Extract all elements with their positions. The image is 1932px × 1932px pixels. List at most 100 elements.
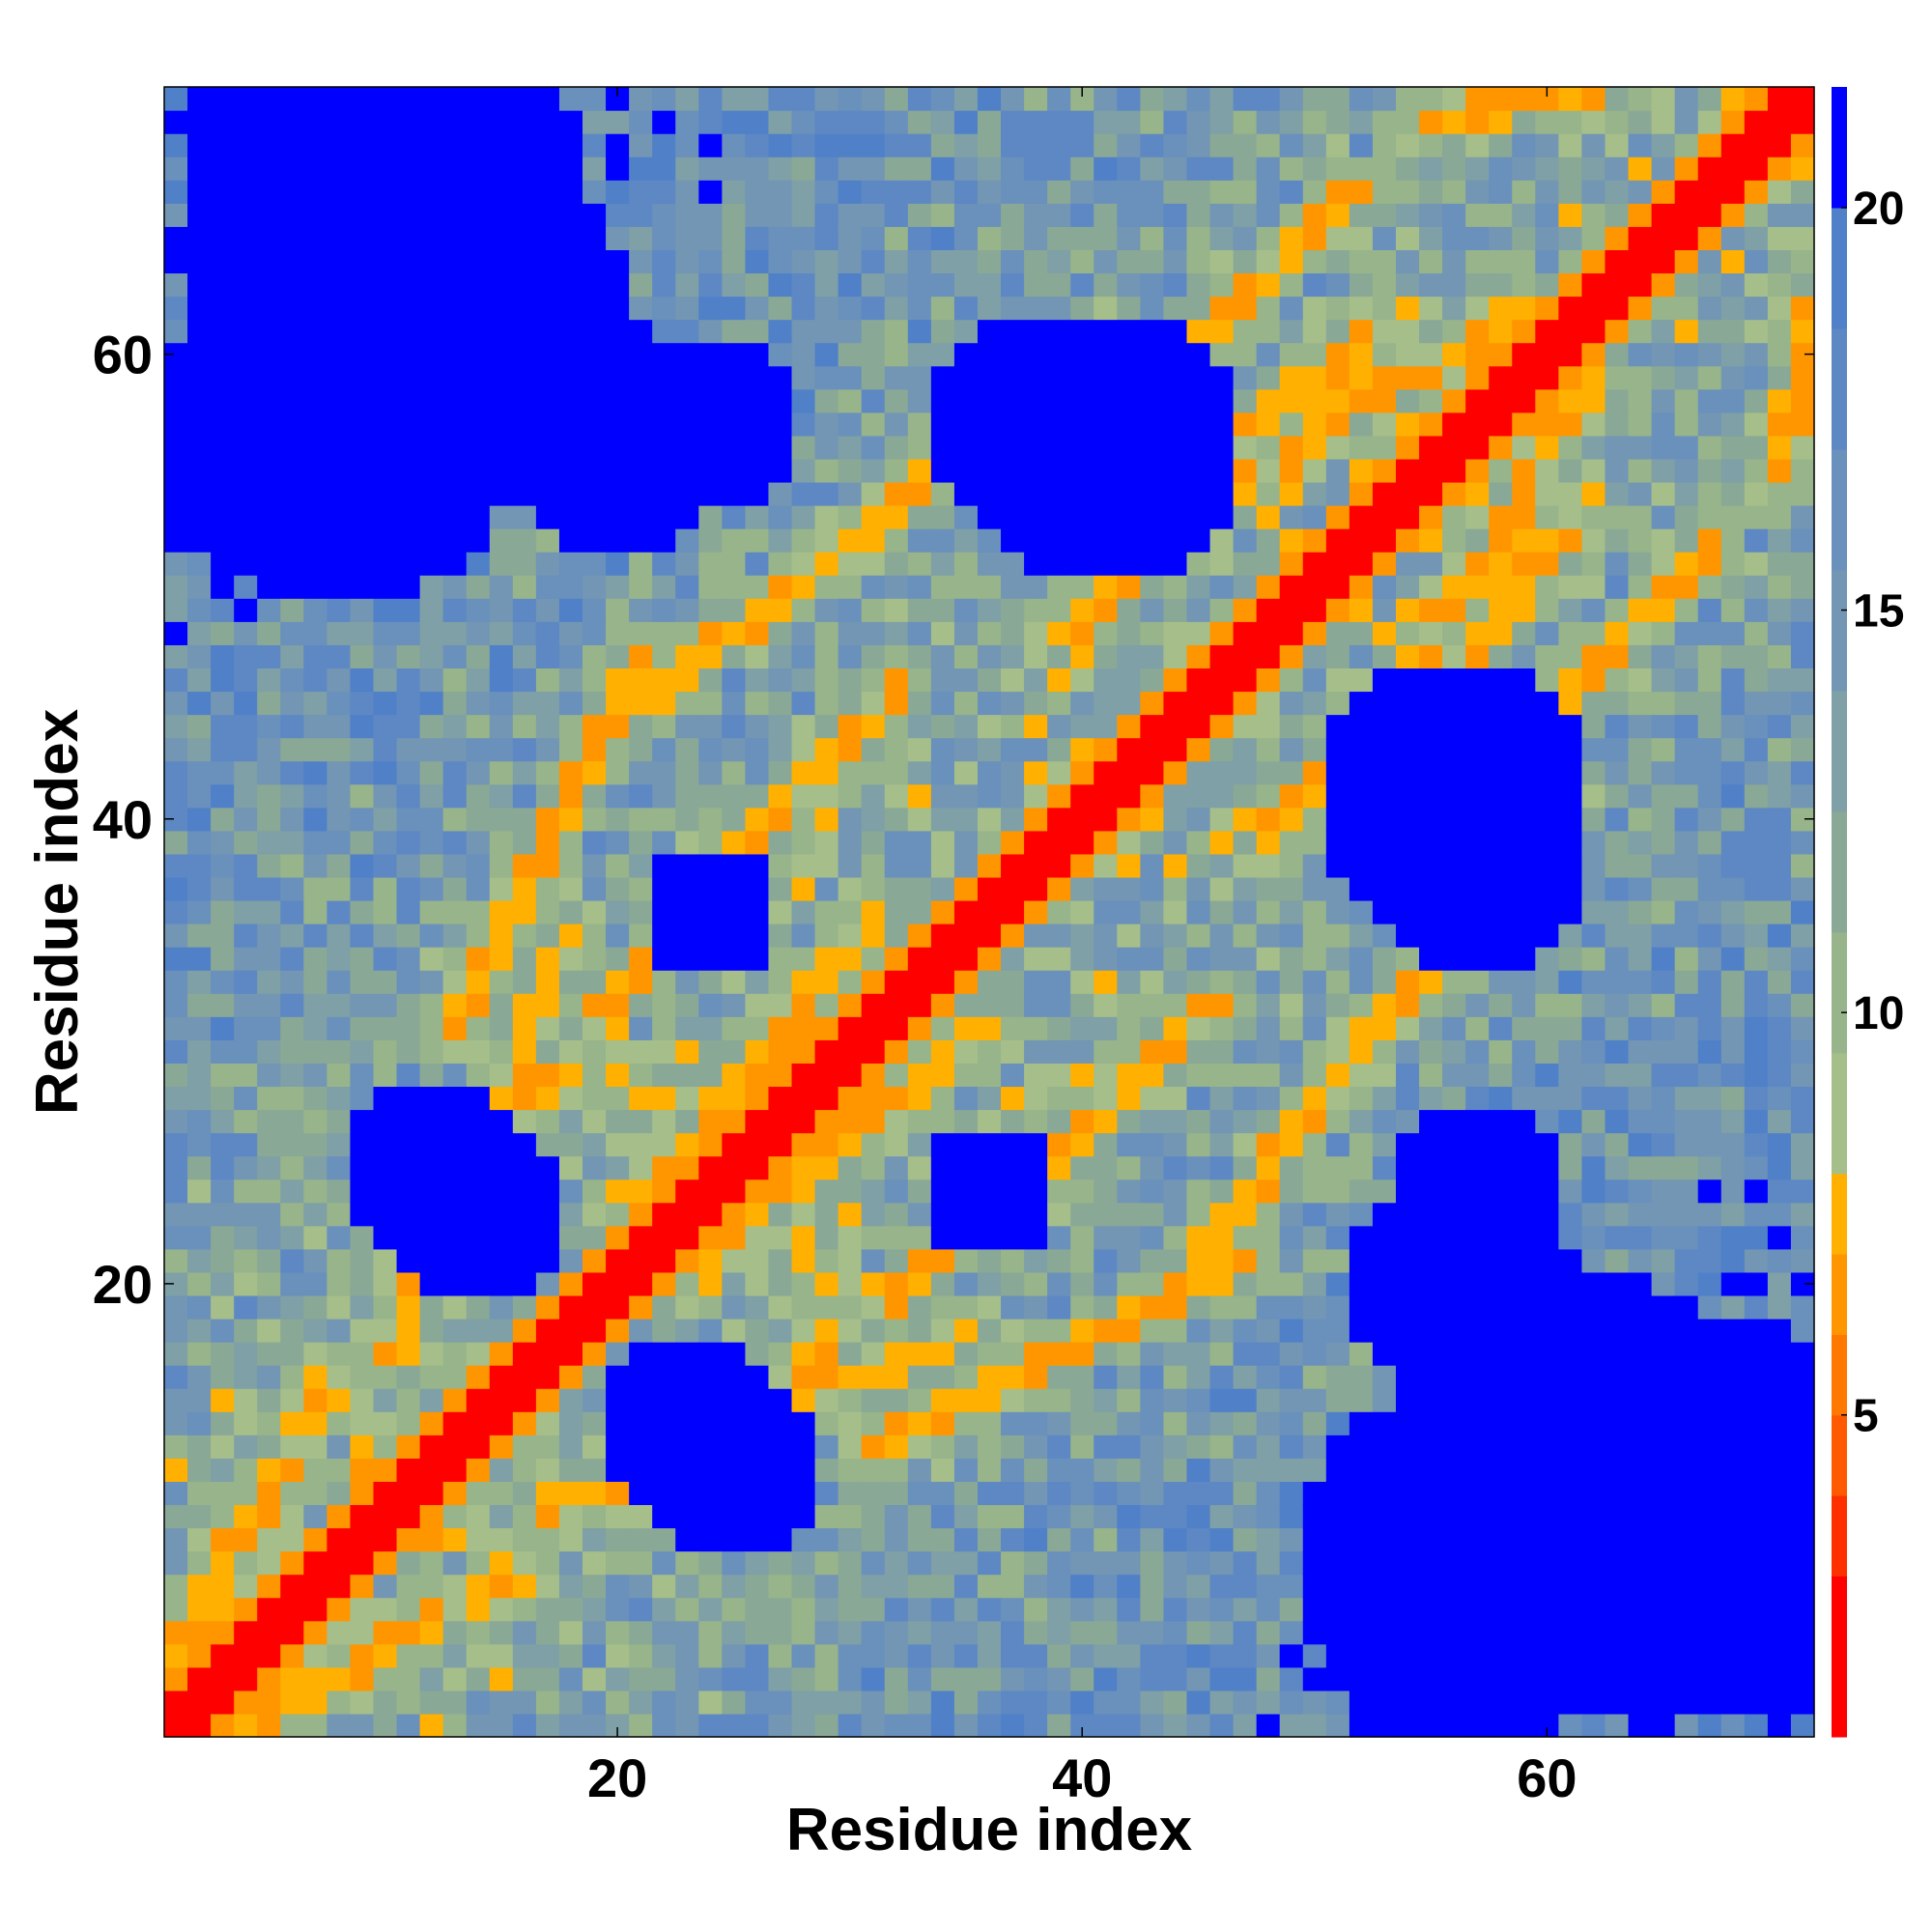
heatmap-cell [257, 458, 281, 483]
heatmap-cell [1558, 203, 1583, 227]
heatmap-cell [1024, 180, 1048, 204]
heatmap-cell [1001, 1342, 1025, 1366]
heatmap-cell [1535, 412, 1559, 437]
heatmap-cell [768, 1202, 793, 1227]
heatmap-cell [884, 644, 909, 669]
heatmap-cell [1535, 1574, 1559, 1599]
heatmap-cell [1279, 1388, 1304, 1412]
heatmap-cell [1442, 947, 1466, 971]
heatmap-cell [1628, 1342, 1653, 1366]
heatmap-cell [629, 1690, 653, 1715]
heatmap-cell [582, 1132, 607, 1157]
heatmap-cell [1001, 830, 1025, 855]
heatmap-cell [257, 1550, 281, 1576]
heatmap-cell [1767, 783, 1792, 809]
heatmap-cell [489, 1039, 514, 1064]
heatmap-cell [930, 110, 955, 134]
heatmap-cell [1767, 830, 1792, 855]
heatmap-cell [907, 807, 932, 832]
heatmap-cell [884, 1713, 909, 1738]
heatmap-cell [1024, 272, 1048, 298]
heatmap-cell [1209, 1132, 1235, 1157]
heatmap-cell [629, 1179, 653, 1204]
heatmap-cell [419, 1155, 444, 1180]
heatmap-cell [629, 552, 653, 576]
heatmap-cell [1140, 1342, 1165, 1366]
heatmap-cell [1140, 668, 1165, 693]
heatmap-cell [1256, 1016, 1281, 1040]
heatmap-cell [652, 1481, 676, 1506]
heatmap-cell [257, 970, 281, 994]
heatmap-cell [257, 853, 281, 878]
heatmap-cell [1349, 830, 1374, 855]
heatmap-cell [1419, 1063, 1443, 1088]
heatmap-cell [1419, 1435, 1443, 1459]
heatmap-cell [861, 296, 886, 321]
heatmap-cell [698, 1388, 723, 1412]
heatmap-cell [1140, 319, 1165, 344]
heatmap-cell [791, 1132, 816, 1157]
heatmap-cell [1535, 1109, 1559, 1134]
heatmap-cell [1163, 1318, 1188, 1343]
heatmap-cell [1117, 1550, 1141, 1576]
heatmap-cell [1325, 180, 1350, 204]
heatmap-cell [211, 899, 235, 924]
heatmap-cell [1186, 923, 1211, 948]
heatmap-cell [1209, 1318, 1235, 1343]
heatmap-cell [884, 1527, 909, 1552]
heatmap-cell [1489, 1318, 1513, 1343]
heatmap-cell [327, 691, 352, 716]
heatmap-cell [234, 296, 258, 321]
heatmap-cell [722, 1550, 747, 1576]
heatmap-cell [1349, 342, 1374, 367]
heatmap-cell [814, 505, 839, 529]
heatmap-cell [466, 226, 491, 250]
heatmap-cell [930, 598, 955, 622]
heatmap-cell [1395, 1574, 1420, 1599]
heatmap-cell [884, 760, 909, 785]
heatmap-cell [652, 1202, 676, 1227]
heatmap-cell [1419, 1271, 1443, 1296]
heatmap-cell [1117, 714, 1141, 739]
heatmap-cell [698, 691, 723, 716]
heatmap-cell [280, 528, 304, 553]
heatmap-cell [1117, 1039, 1141, 1064]
heatmap-cell [1256, 853, 1281, 878]
heatmap-cell [1697, 876, 1722, 901]
heatmap-cell [1744, 296, 1769, 321]
heatmap-cell [1186, 505, 1211, 529]
heatmap-cell [1442, 1063, 1466, 1088]
heatmap-cell [1349, 1527, 1374, 1552]
heatmap-cell [582, 830, 607, 855]
heatmap-cell [884, 1109, 909, 1134]
heatmap-cell [1581, 1179, 1606, 1204]
heatmap-cell [280, 1504, 304, 1529]
heatmap-cell [1279, 180, 1304, 204]
heatmap-cell [1302, 180, 1327, 204]
heatmap-cell [1209, 668, 1235, 693]
heatmap-cell [1024, 714, 1048, 739]
heatmap-cell [629, 110, 653, 134]
heatmap-cell [722, 621, 747, 645]
heatmap-cell [1279, 830, 1304, 855]
heatmap-cell [489, 830, 514, 855]
heatmap-cell [1628, 1643, 1653, 1668]
heatmap-cell [512, 156, 537, 181]
heatmap-cell [535, 876, 560, 901]
heatmap-cell [1651, 853, 1676, 878]
heatmap-cell [1233, 1271, 1258, 1296]
heatmap-cell [1186, 691, 1211, 716]
heatmap-cell [327, 783, 352, 809]
heatmap-cell [257, 947, 281, 971]
heatmap-cell [1790, 1365, 1815, 1389]
heatmap-cell [1744, 1225, 1769, 1250]
heatmap-cell [535, 575, 560, 599]
heatmap-cell [652, 714, 676, 739]
heatmap-cell [419, 1411, 444, 1435]
heatmap-cell [861, 552, 886, 576]
heatmap-cell [1047, 156, 1071, 181]
heatmap-cell [884, 830, 909, 855]
heatmap-cell [1047, 87, 1071, 111]
heatmap-cell [1001, 552, 1025, 576]
heatmap-cell [1744, 1365, 1769, 1389]
